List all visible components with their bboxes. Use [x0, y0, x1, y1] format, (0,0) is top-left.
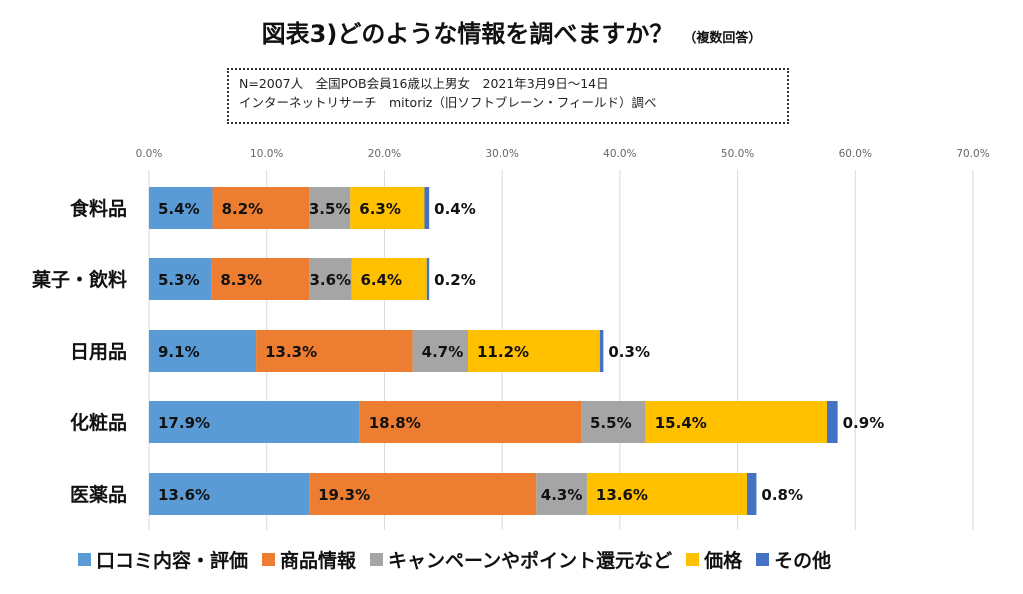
chart-subtitle: （複数回答）	[683, 31, 762, 46]
bar-segment	[359, 401, 582, 443]
legend-label: 商品情報	[280, 549, 357, 572]
bar-segment	[827, 401, 838, 443]
data-label: 5.4%	[158, 200, 200, 218]
category-label: 菓子・飲料	[31, 268, 127, 291]
bar-segment	[211, 258, 310, 300]
bar-segment	[746, 473, 757, 515]
x-tick-label: 30.0%	[485, 148, 518, 160]
data-label: 19.3%	[318, 486, 370, 504]
legend-swatch	[78, 552, 91, 566]
data-label: 4.7%	[422, 343, 464, 361]
legend-item: 口コミ内容・評価	[78, 546, 248, 573]
legend-label: その他	[774, 549, 832, 572]
data-label: 3.5%	[309, 200, 351, 218]
bar-segment	[581, 401, 646, 443]
data-label: 11.2%	[477, 343, 529, 361]
bar-segment	[586, 473, 747, 515]
data-label: 18.8%	[369, 414, 421, 432]
survey-note-line1: N=2007人 全国POB会員16歳以上男女 2021年3月9日〜14日	[239, 76, 609, 91]
data-label: 6.4%	[360, 271, 402, 289]
legend-label: キャンペーンやポイント還元など	[388, 549, 673, 572]
data-label: 15.4%	[655, 414, 707, 432]
data-label: 13.6%	[596, 486, 648, 504]
data-label: 3.6%	[309, 271, 351, 289]
legend-swatch	[262, 552, 276, 566]
bar-segment	[351, 258, 427, 300]
data-labels: 5.4% 8.2% 3.5% 6.3% 0.4% 5.3% 8.3% 3.6% 6.4% 0.2%…	[158, 200, 884, 504]
bar-segment	[256, 330, 413, 372]
bar-segment	[149, 258, 212, 300]
category-label: 食料品	[70, 197, 127, 220]
bar-segment	[149, 401, 360, 443]
x-axis-ticks: 0.0% 10.0% 20.0% 30.0% 40.0% 50.0% 60.0% 70.0%	[136, 148, 990, 160]
x-tick-label: 20.0%	[368, 148, 401, 160]
bar-segment	[468, 330, 600, 372]
legend-swatch	[756, 552, 770, 566]
data-label: 0.4%	[434, 200, 476, 218]
x-tick-label: 70.0%	[956, 148, 989, 160]
bar-segment	[212, 187, 310, 229]
category-label: 日用品	[70, 341, 127, 363]
bar-segment	[599, 330, 604, 372]
bar-segment	[149, 473, 310, 515]
bar-segment	[309, 187, 351, 229]
x-tick-label: 10.0%	[250, 148, 283, 160]
data-label: 0.2%	[434, 271, 476, 289]
data-label: 8.2%	[222, 200, 264, 218]
legend-swatch	[370, 552, 384, 566]
bar-segment	[149, 187, 213, 229]
data-label: 13.6%	[158, 486, 210, 504]
data-label: 9.1%	[158, 343, 200, 361]
bar-segment	[536, 473, 587, 515]
legend: 口コミ内容・評価 商品情報 キャンペーンやポイント還元など 価格 その他	[78, 546, 845, 572]
x-tick-label: 60.0%	[839, 148, 872, 160]
legend-item: キャンペーンやポイント還元など	[370, 546, 672, 573]
bar-segment	[309, 258, 352, 300]
bar-segment	[645, 401, 828, 443]
bar-segment	[350, 187, 425, 229]
data-label: 5.5%	[590, 414, 632, 432]
bar-segment	[149, 330, 257, 372]
x-tick-label: 50.0%	[721, 148, 754, 160]
data-label: 5.3%	[158, 271, 200, 289]
data-label: 6.3%	[359, 200, 401, 218]
bar-segment	[424, 187, 430, 229]
chart-title: 図表3)どのような情報を調べますか？	[261, 20, 674, 48]
data-label: 4.3%	[541, 486, 583, 504]
bars	[149, 187, 838, 515]
legend-item: 商品情報	[262, 546, 356, 573]
legend-item: 価格	[686, 546, 742, 573]
x-tick-label: 0.0%	[136, 148, 163, 160]
legend-label: 価格	[704, 549, 743, 572]
legend-item: その他	[756, 546, 831, 573]
legend-label: 口コミ内容・評価	[96, 549, 249, 572]
category-label: 化粧品	[70, 411, 127, 434]
chart-title-block: 図表3)どのような情報を調べますか？ （複数回答）	[0, 14, 1023, 49]
category-label: 医薬品	[70, 483, 127, 506]
legend-swatch	[686, 552, 700, 566]
data-label: 8.3%	[220, 271, 262, 289]
bar-segment	[412, 330, 469, 372]
data-label: 0.8%	[761, 486, 803, 504]
data-label: 0.9%	[843, 414, 885, 432]
survey-note-line2: インターネットリサーチ mitoriz（旧ソフトブレーン・フィールド）調べ	[239, 95, 657, 110]
survey-note: N=2007人 全国POB会員16歳以上男女 2021年3月9日〜14日 インタ…	[227, 68, 789, 124]
bar-segment	[426, 258, 430, 300]
bar-segment	[309, 473, 537, 515]
data-label: 17.9%	[158, 414, 210, 432]
data-label: 13.3%	[265, 343, 317, 361]
data-label: 0.3%	[608, 343, 650, 361]
x-tick-label: 40.0%	[603, 148, 636, 160]
